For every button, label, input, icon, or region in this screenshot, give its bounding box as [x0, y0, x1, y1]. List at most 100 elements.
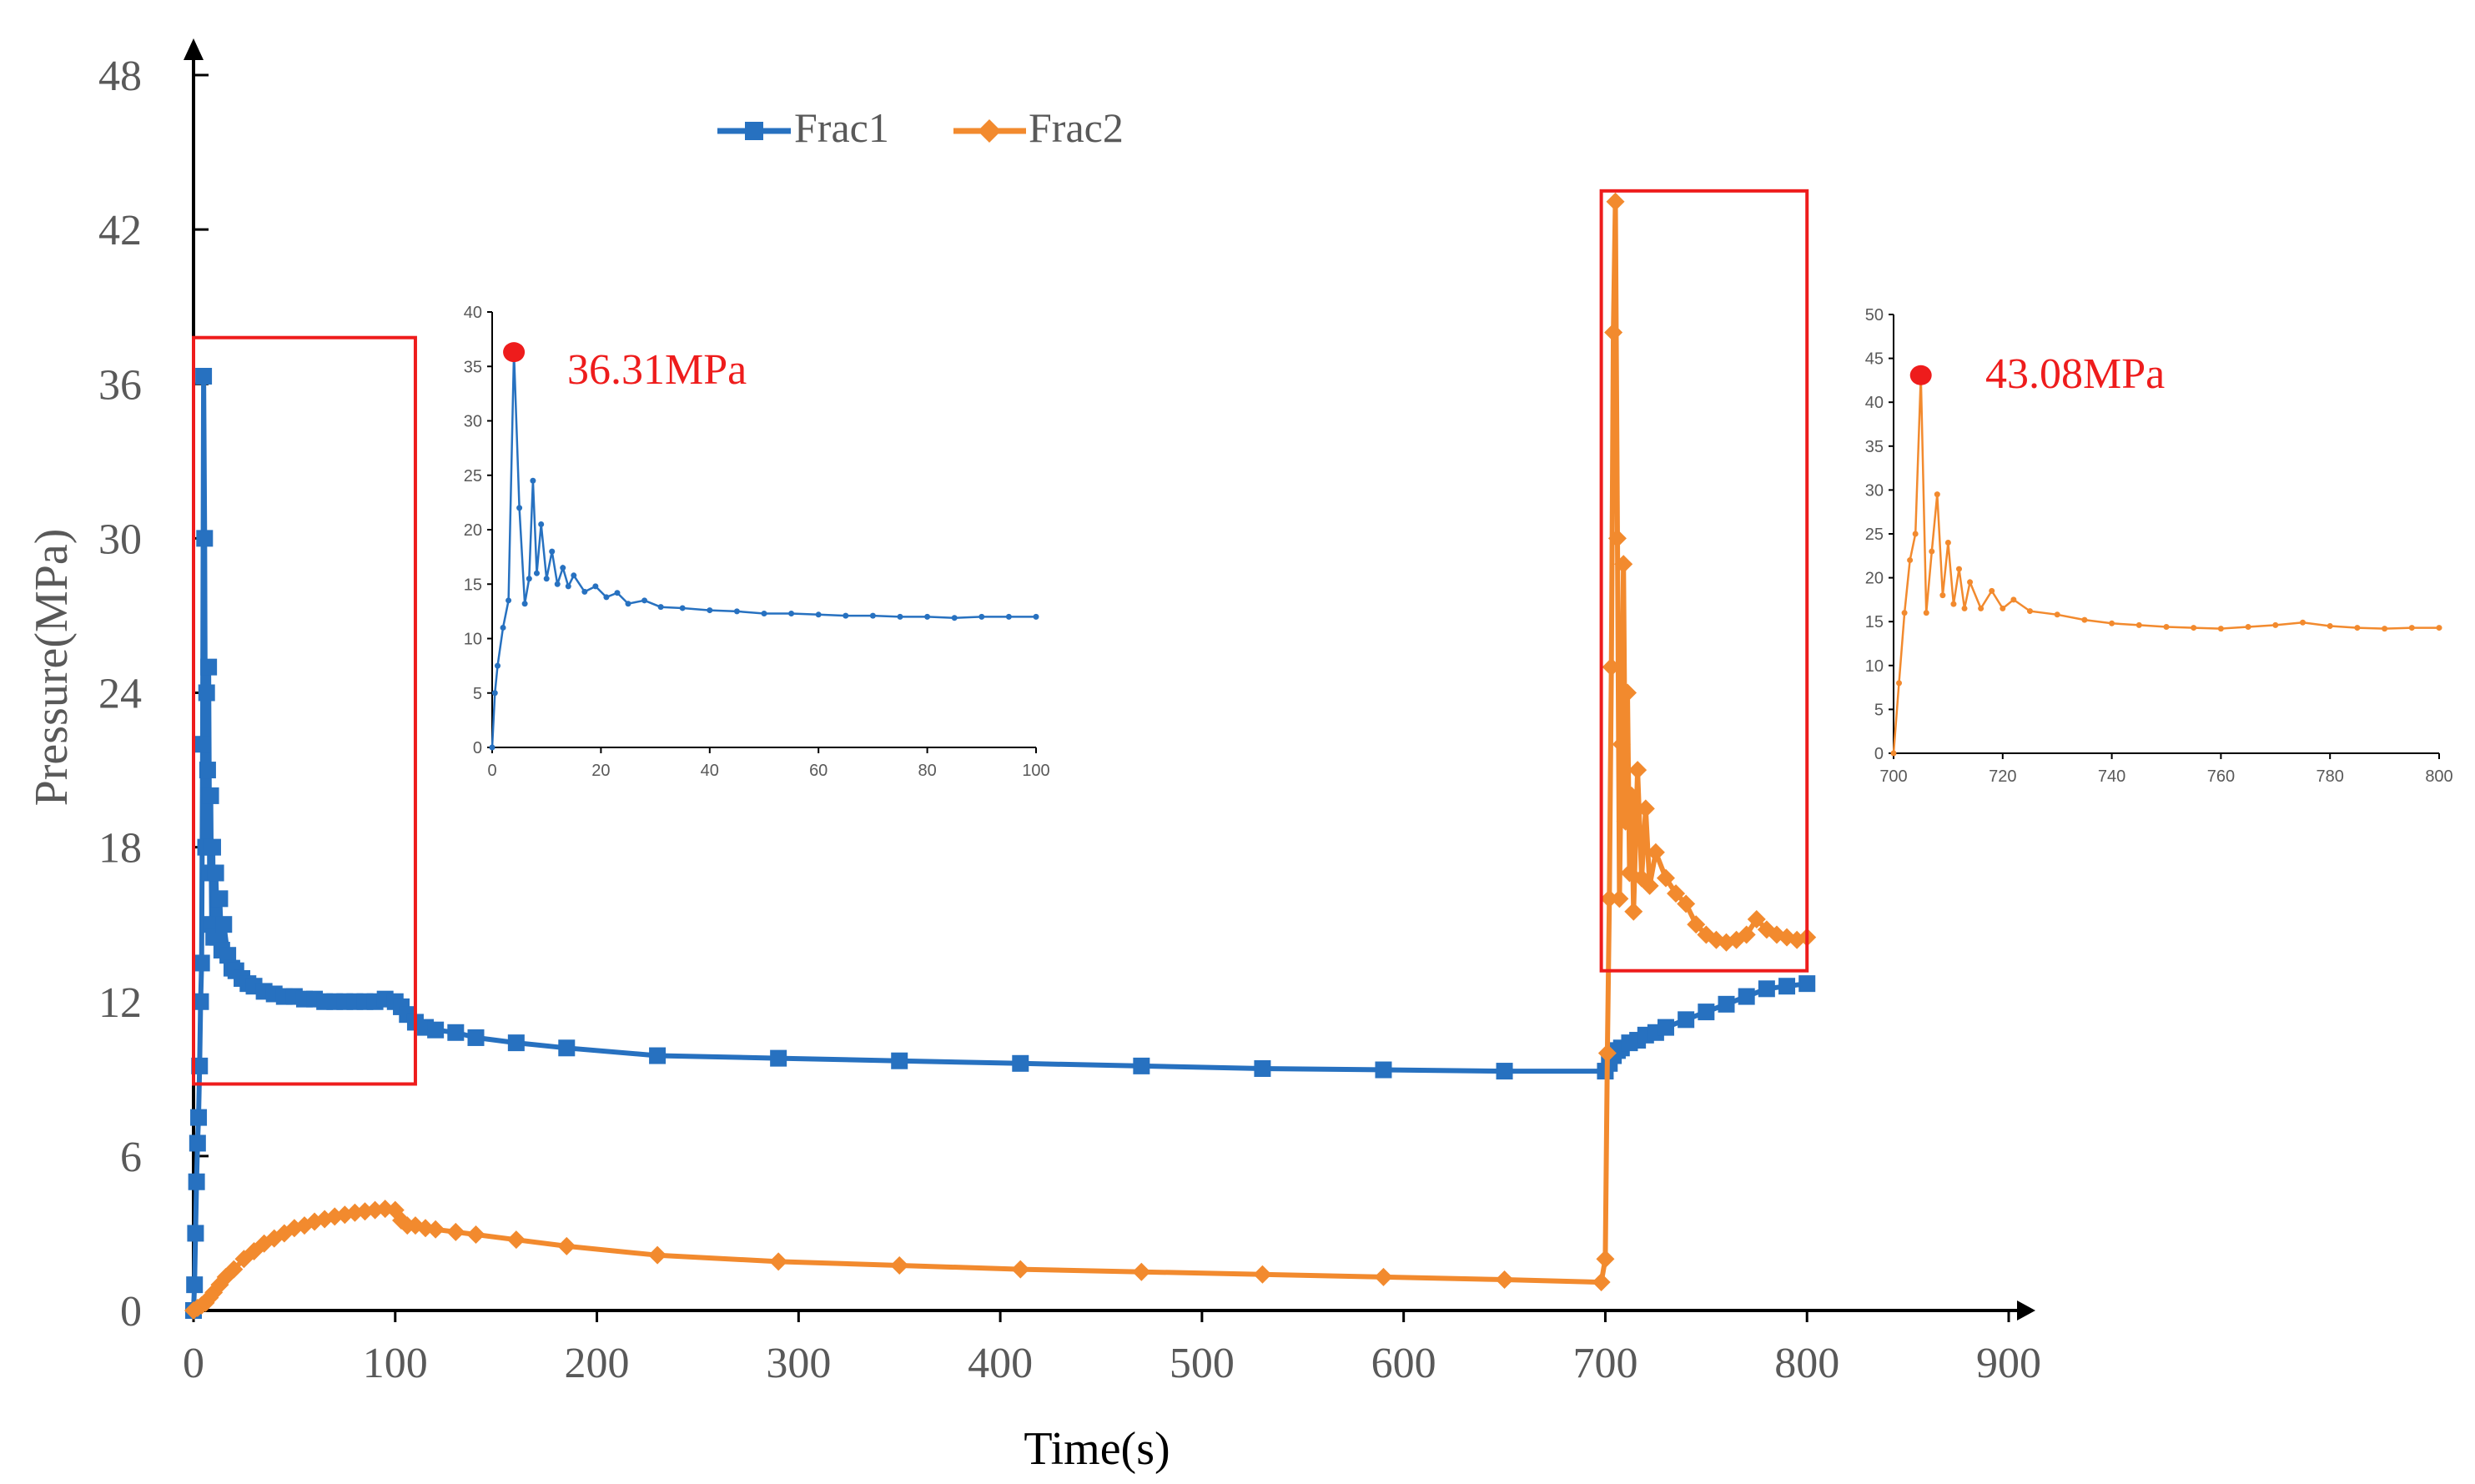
inset-data-point	[924, 613, 931, 620]
data-point-frac2	[1610, 889, 1629, 908]
y-tick-label: 24	[98, 671, 142, 718]
inset-frac2-peak-label: 43.08MPa	[1985, 350, 2165, 398]
inset-data-point	[1923, 610, 1929, 616]
data-point-frac1	[770, 1049, 787, 1067]
data-point-frac1	[1496, 1063, 1513, 1080]
inset-y-tick-label: 40	[464, 304, 482, 322]
data-point-frac2	[1596, 1250, 1615, 1269]
x-tick-label: 500	[1170, 1340, 1235, 1387]
data-point-frac1	[1798, 975, 1816, 993]
data-point-frac1	[188, 1173, 205, 1190]
inset-y-tick-label: 50	[1865, 306, 1884, 324]
data-point-frac1	[200, 658, 218, 676]
inset-data-point	[516, 505, 523, 511]
inset-data-point	[2191, 625, 2197, 631]
data-point-frac2	[1132, 1262, 1151, 1281]
inset-series-line	[1892, 375, 2439, 754]
data-point-frac2	[1602, 657, 1621, 677]
data-point-frac2	[1628, 761, 1647, 780]
inset-data-point	[2436, 625, 2442, 631]
data-point-frac1	[507, 1034, 525, 1052]
highlight-box-1	[192, 335, 417, 1086]
data-point-frac2	[1606, 192, 1625, 211]
inset-data-point	[1033, 613, 1039, 620]
data-point-frac2	[426, 1220, 445, 1239]
data-point-frac2	[1374, 1267, 1393, 1286]
inset-data-point	[951, 615, 958, 621]
inset-y-tick-label: 35	[464, 358, 482, 376]
inset-y-tick-label: 15	[1865, 613, 1884, 631]
inset-x-tick-label: 700	[1879, 767, 1907, 786]
inset-y-tick-label: 5	[473, 685, 482, 703]
data-point-frac1	[207, 864, 224, 882]
inset-x-tick-label: 760	[2207, 767, 2235, 786]
inset-data-point	[2408, 625, 2415, 631]
inset-data-point	[500, 624, 506, 631]
data-point-frac1	[427, 1021, 445, 1039]
inset-data-point	[1955, 566, 1962, 572]
highlight-box-2	[1599, 189, 1809, 973]
data-point-frac1	[467, 1029, 485, 1046]
data-point-frac1	[1738, 988, 1755, 1005]
inset-series-line	[490, 352, 1036, 748]
data-point-frac2	[1656, 868, 1675, 888]
inset-data-point	[2272, 621, 2279, 628]
inset-data-point	[679, 605, 686, 611]
y-tick-label: 18	[98, 825, 142, 873]
data-point-frac1	[1012, 1054, 1029, 1072]
inset-y-tick-label: 20	[1865, 570, 1884, 588]
main-axes: 0 100 200 300 400 500 600 700 800 900061218243036…	[98, 38, 2041, 1387]
inset-y-tick-label: 10	[1865, 657, 1884, 676]
x-axis-label: Time(s)	[1024, 1423, 1170, 1475]
data-point-frac1	[190, 1109, 208, 1126]
inset-data-point	[1978, 605, 1985, 611]
inset-frac1-chart: 0 20 40 60 80 100 0 5 10 15 20 25 30 35 40	[464, 304, 1050, 780]
inset-data-point	[491, 690, 498, 697]
legend-frac1-label: Frac1	[794, 104, 889, 151]
inset-peak-marker	[1909, 365, 1932, 385]
inset-data-point	[1896, 680, 1903, 687]
data-point-frac1	[198, 684, 215, 702]
x-tick-label: 400	[968, 1340, 1033, 1387]
data-point-frac1	[196, 530, 214, 547]
legend-frac2-marker	[978, 119, 1001, 143]
x-axis-arrow	[2017, 1300, 2035, 1321]
inset-x-tick-label: 720	[1989, 767, 2016, 786]
data-point-frac1	[1698, 1004, 1715, 1021]
data-point-frac1	[447, 1024, 465, 1041]
y-tick-label: 48	[98, 53, 142, 100]
data-point-frac1	[187, 1225, 204, 1242]
y-axis-label: Pressure(MPa)	[26, 529, 78, 807]
inset-data-point	[2163, 624, 2170, 631]
inset-x-tick-label: 0	[487, 762, 496, 780]
inset-data-point	[543, 576, 550, 582]
y-axis-arrow	[184, 38, 204, 60]
inset-y-tick-label: 30	[1865, 481, 1884, 500]
inset-frac2-chart: 700 720 740 760 780 800 0 5 10 15 20 25 30 35 40 45 50	[1865, 306, 2453, 786]
inset-data-point	[560, 565, 566, 571]
data-point-frac2	[446, 1222, 465, 1241]
data-point-frac2	[1636, 799, 1655, 818]
y-tick-label: 30	[98, 516, 142, 563]
inset-data-point	[2000, 605, 2006, 611]
inset-data-point	[1929, 548, 1935, 555]
inset-data-point	[2245, 624, 2251, 631]
data-point-frac2	[1597, 1044, 1617, 1063]
data-point-frac1	[219, 947, 237, 964]
data-point-frac1	[1375, 1061, 1392, 1079]
inset-data-point	[581, 588, 588, 595]
data-point-frac1	[186, 1276, 204, 1294]
data-point-frac2	[557, 1236, 576, 1255]
data-point-frac1	[189, 1134, 206, 1152]
x-tick-label: 100	[363, 1340, 428, 1387]
inset-data-point	[1961, 605, 1968, 611]
series-line-frac1	[191, 374, 1808, 1311]
data-point-frac2	[224, 1260, 244, 1279]
inset-data-point	[2135, 621, 2142, 628]
data-point-frac1	[199, 762, 216, 779]
data-point-frac2	[769, 1252, 788, 1271]
inset-x-tick-label: 40	[701, 762, 719, 780]
legend: Frac1 Frac2	[717, 104, 1124, 151]
legend-frac2-label: Frac2	[1029, 104, 1124, 151]
